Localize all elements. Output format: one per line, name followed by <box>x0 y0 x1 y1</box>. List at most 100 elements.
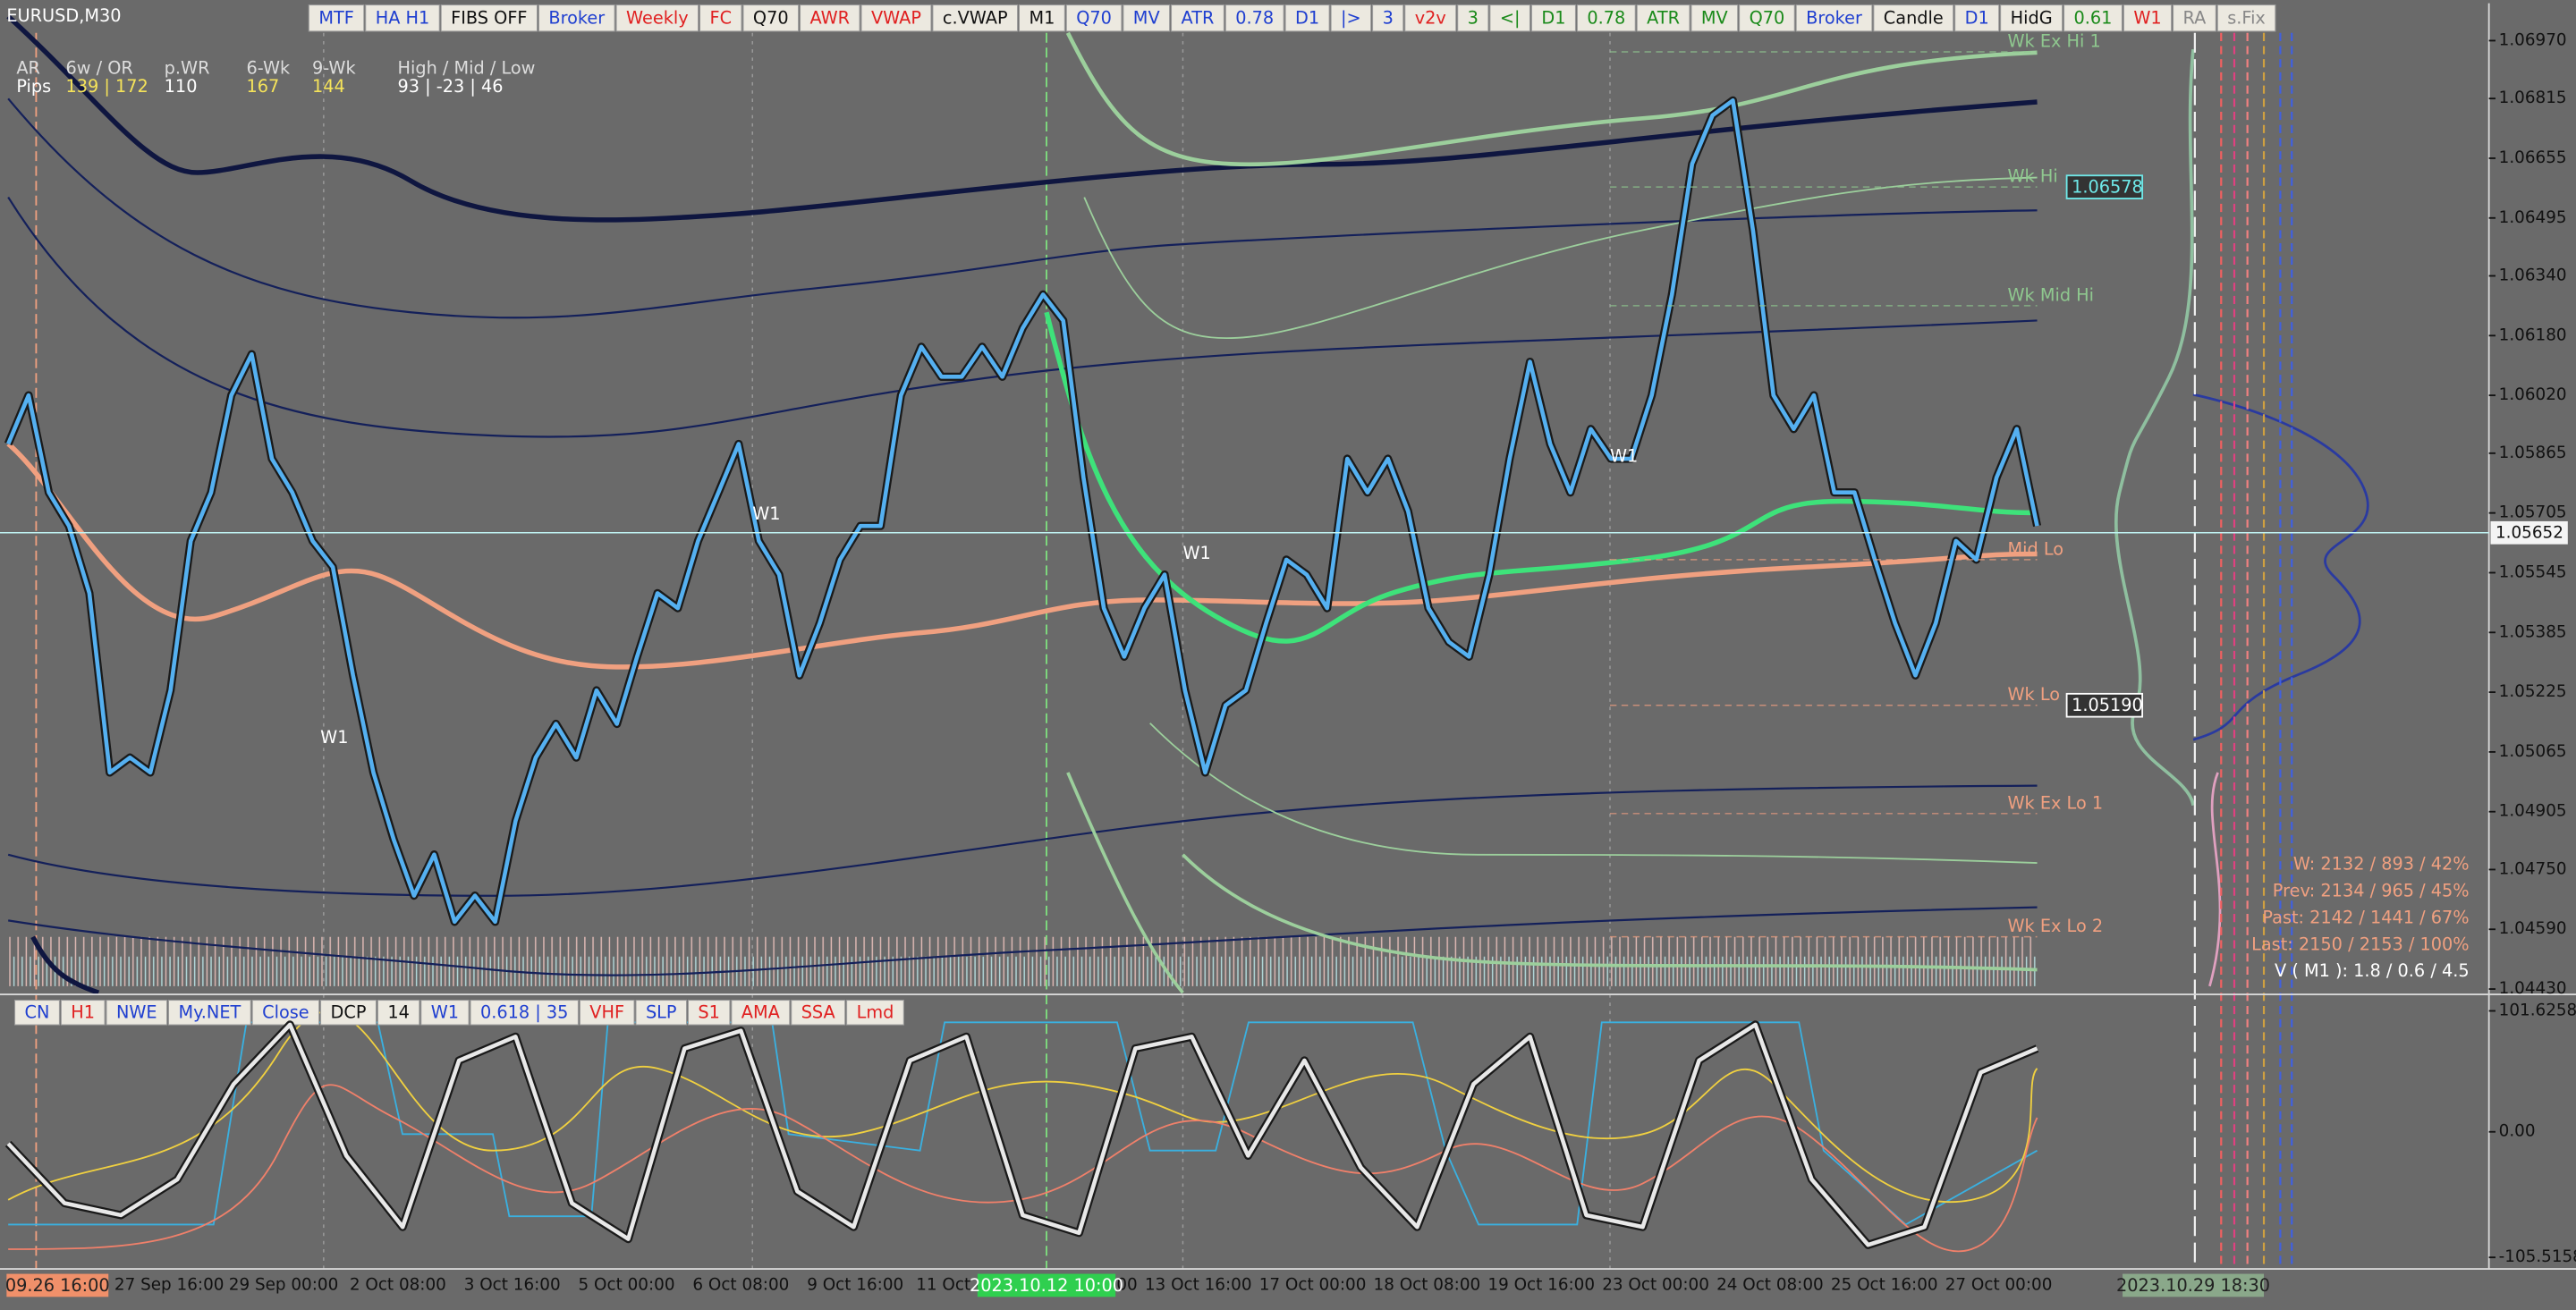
button-label[interactable]: Weekly <box>626 8 689 29</box>
button[interactable] <box>2216 4 2276 32</box>
button[interactable] <box>579 999 635 1026</box>
button[interactable] <box>1795 4 1873 32</box>
button-label[interactable]: HA H1 <box>376 8 430 29</box>
button-label[interactable]: 0.78 <box>1235 8 1274 29</box>
button[interactable] <box>2063 4 2123 32</box>
button[interactable] <box>1018 4 1065 32</box>
button-label[interactable]: s.Fix <box>2227 8 2266 29</box>
button-label[interactable]: D1 <box>1295 8 1319 29</box>
button[interactable] <box>1636 4 1690 32</box>
button[interactable] <box>1284 4 1330 32</box>
button[interactable] <box>1873 4 1954 32</box>
button-label[interactable]: Q70 <box>1076 8 1112 29</box>
button[interactable] <box>1739 4 1795 32</box>
button-label[interactable]: 3 <box>1383 8 1394 29</box>
button[interactable] <box>2000 4 2063 32</box>
button-label[interactable]: VWAP <box>871 8 921 29</box>
button-label[interactable]: ATR <box>1647 8 1680 29</box>
button-label[interactable]: CN <box>25 1002 50 1023</box>
button-label[interactable]: MTF <box>318 8 354 29</box>
button[interactable] <box>377 999 420 1026</box>
series-line <box>6 1022 2038 1247</box>
button-label[interactable]: My.NET <box>178 1002 241 1023</box>
button[interactable] <box>60 999 106 1026</box>
button-label[interactable]: AWR <box>810 8 851 29</box>
button[interactable] <box>687 999 731 1026</box>
button-label[interactable]: v2v <box>1415 8 1446 29</box>
button[interactable] <box>699 4 742 32</box>
button-label[interactable]: Q70 <box>1750 8 1785 29</box>
button[interactable] <box>538 4 615 32</box>
button[interactable] <box>860 4 932 32</box>
button-label[interactable]: W1 <box>2133 8 2161 29</box>
button-label[interactable]: c.VWAP <box>943 8 1008 29</box>
button[interactable] <box>1404 4 1457 32</box>
button-label[interactable]: SLP <box>646 1002 677 1023</box>
button[interactable] <box>319 999 377 1026</box>
button[interactable] <box>1330 4 1372 32</box>
button-label[interactable]: M1 <box>1029 8 1055 29</box>
button[interactable] <box>470 999 579 1026</box>
button-label[interactable]: 0.78 <box>1587 8 1625 29</box>
button[interactable] <box>1690 4 1739 32</box>
button-label[interactable]: 14 <box>387 1002 410 1023</box>
button[interactable] <box>1065 4 1123 32</box>
button[interactable] <box>251 999 320 1026</box>
button[interactable] <box>106 999 168 1026</box>
button-label[interactable]: DCP <box>331 1002 367 1023</box>
button-label[interactable]: SSA <box>801 1002 836 1023</box>
button[interactable] <box>731 999 791 1026</box>
button[interactable] <box>2123 4 2173 32</box>
button-label[interactable]: ATR <box>1182 8 1215 29</box>
button[interactable] <box>615 4 699 32</box>
button-label[interactable]: W1 <box>431 1002 459 1023</box>
button-label[interactable]: RA <box>2183 8 2207 29</box>
button[interactable] <box>1457 4 1489 32</box>
button-label[interactable]: Broker <box>548 8 605 29</box>
button[interactable] <box>167 999 251 1026</box>
button-label[interactable]: |> <box>1341 8 1361 29</box>
button[interactable] <box>932 4 1019 32</box>
button-label[interactable]: Q70 <box>753 8 789 29</box>
button-label[interactable]: H1 <box>71 1002 95 1023</box>
button[interactable] <box>2172 4 2216 32</box>
button-label[interactable]: S1 <box>698 1002 720 1023</box>
button[interactable] <box>635 999 688 1026</box>
button[interactable] <box>440 4 538 32</box>
button-label[interactable]: MV <box>1133 8 1161 29</box>
button[interactable] <box>1530 4 1577 32</box>
button-label[interactable]: 3 <box>1468 8 1479 29</box>
button-label[interactable]: Close <box>262 1002 309 1023</box>
button-label[interactable]: HidG <box>2011 8 2053 29</box>
button-label[interactable]: AMA <box>741 1002 781 1023</box>
button-label[interactable]: Candle <box>1884 8 1944 29</box>
button-label[interactable]: Broker <box>1806 8 1862 29</box>
button-label[interactable]: FC <box>709 8 732 29</box>
button[interactable] <box>791 999 846 1026</box>
button[interactable] <box>1170 4 1224 32</box>
button[interactable] <box>308 4 365 32</box>
button-label[interactable]: D1 <box>1965 8 1989 29</box>
button[interactable] <box>1489 4 1531 32</box>
button-label[interactable]: <| <box>1500 8 1521 29</box>
button[interactable] <box>1576 4 1636 32</box>
button[interactable] <box>1224 4 1284 32</box>
button[interactable] <box>742 4 800 32</box>
button[interactable] <box>420 999 470 1026</box>
info-value: 144 <box>312 76 345 97</box>
button[interactable] <box>13 999 61 1026</box>
button-label[interactable]: Lmd <box>857 1002 894 1023</box>
button[interactable] <box>1954 4 2000 32</box>
button-label[interactable]: MV <box>1701 8 1729 29</box>
button-label[interactable]: FIBS OFF <box>451 8 527 29</box>
button[interactable] <box>799 4 860 32</box>
button[interactable] <box>365 4 440 32</box>
button-label[interactable]: 0.61 <box>2074 8 2113 29</box>
button-label[interactable]: VHF <box>589 1002 624 1023</box>
button-label[interactable]: 0.618 | 35 <box>480 1002 568 1023</box>
button-label[interactable]: D1 <box>1541 8 1565 29</box>
button[interactable] <box>1123 4 1171 32</box>
button-label[interactable]: NWE <box>116 1002 157 1023</box>
button[interactable] <box>846 999 904 1026</box>
button[interactable] <box>1371 4 1404 32</box>
